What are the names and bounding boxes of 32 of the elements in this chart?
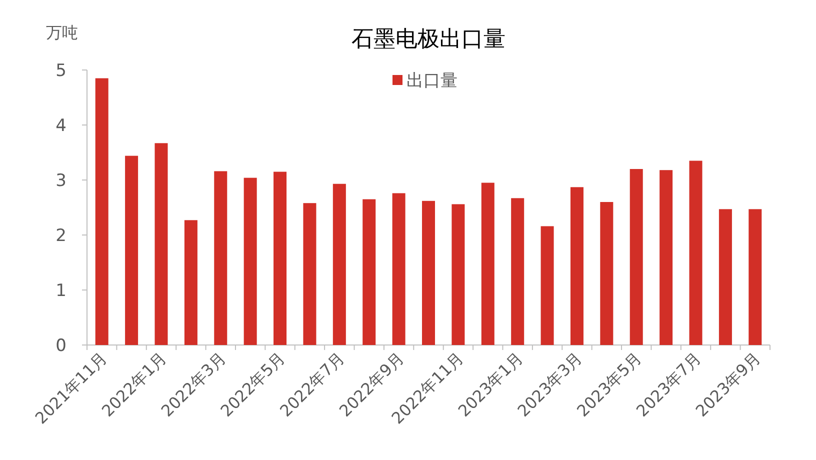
bar — [392, 193, 406, 345]
bar — [362, 199, 376, 345]
bar — [660, 170, 673, 345]
y-tick-label: 5 — [56, 61, 66, 81]
y-tick-label: 1 — [56, 281, 66, 301]
bar — [600, 202, 614, 345]
bar — [125, 156, 138, 345]
bar — [303, 203, 316, 345]
bar — [630, 169, 643, 345]
bar — [154, 143, 168, 345]
bar — [95, 78, 108, 345]
bar — [274, 172, 287, 345]
bar — [422, 200, 435, 345]
y-tick-label: 3 — [56, 171, 66, 191]
legend-label: 出口量 — [406, 71, 458, 91]
bar — [214, 171, 228, 345]
bar — [184, 220, 198, 345]
bar — [511, 198, 524, 345]
y-axis-title: 万吨 — [46, 23, 78, 42]
y-tick-label: 4 — [56, 116, 66, 136]
bar — [540, 226, 554, 345]
y-tick-label: 2 — [56, 226, 66, 246]
bar — [748, 209, 762, 345]
bar — [570, 187, 584, 345]
bar — [689, 160, 702, 345]
y-tick-label: 0 — [56, 336, 66, 356]
bar — [718, 209, 732, 345]
bar — [332, 184, 346, 345]
bar — [244, 178, 257, 345]
chart-title: 石墨电极出口量 — [352, 27, 506, 52]
bar — [481, 182, 494, 345]
bar — [452, 204, 465, 345]
